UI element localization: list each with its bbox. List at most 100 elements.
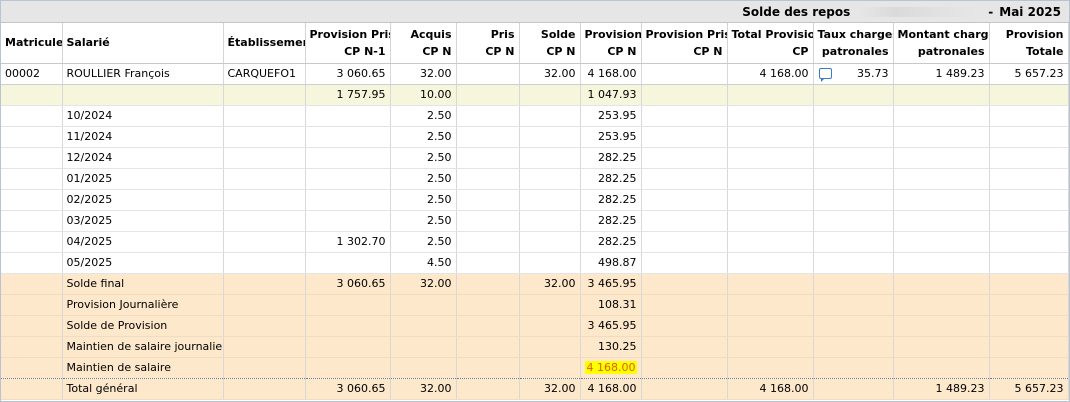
- cell-provision: 4 168.00: [580, 356, 642, 379]
- title-separator: -: [988, 4, 994, 19]
- col-header-prov-prise-n1[interactable]: Provision PriseCP N-1: [305, 23, 391, 64]
- cell-acquis: 2.50: [390, 189, 457, 211]
- col-header-taux-charges[interactable]: Taux charges patronales: [813, 23, 894, 64]
- highlighted-value: 4 168.00: [584, 361, 638, 374]
- month-row[interactable]: 03/2025 2.50 282.25: [1, 210, 1069, 232]
- report-period: Mai 2025: [999, 4, 1061, 19]
- comment-icon[interactable]: [818, 68, 832, 82]
- row-label: Provision Journalière: [62, 294, 224, 316]
- row-label: Solde final: [62, 273, 224, 295]
- cell-montant-charges: 1 489.23: [893, 63, 990, 85]
- month-row[interactable]: 11/2024 2.50 253.95: [1, 126, 1069, 148]
- cell-acquis: 2.50: [390, 126, 457, 148]
- cell-month: 11/2024: [62, 126, 224, 148]
- solde-final-row[interactable]: Solde final 3 060.65 32.00 32.00 3 465.9…: [1, 273, 1069, 295]
- cell-taux-charges: 35.73: [813, 63, 894, 85]
- cell-month: 04/2025: [62, 231, 224, 253]
- cell-acquis: 32.00: [390, 273, 457, 295]
- cell-provision: 282.25: [580, 189, 642, 211]
- cell-provision: 282.25: [580, 168, 642, 190]
- col-header-acquis[interactable]: Acquis CP N: [390, 23, 457, 64]
- cell-acquis: 32.00: [390, 63, 457, 85]
- cell-provision: 4 168.00: [580, 63, 642, 85]
- cell-prov-prise-n1: 3 060.65: [305, 63, 391, 85]
- cell-prov-prise-n1: 1 757.95: [305, 84, 391, 106]
- cell-acquis: 2.50: [390, 168, 457, 190]
- cell-prov-prise-n1: 3 060.65: [305, 273, 391, 295]
- cell-solde: 32.00: [519, 273, 581, 295]
- month-row[interactable]: 01/2025 2.50 282.25: [1, 168, 1069, 190]
- monthly-rows: 10/2024 2.50 253.95 11/2024 2.50 253.95 12/202…: [1, 105, 1069, 274]
- col-header-prov-prise-n[interactable]: Provision PriseCP N: [641, 23, 728, 64]
- col-header-provision[interactable]: Provision CP N: [580, 23, 642, 64]
- cell-prov-prise-n1: [305, 147, 391, 169]
- col-header-pris[interactable]: Pris CP N: [456, 23, 520, 64]
- report-table: Matricule Salarié Établissement Provisio…: [1, 23, 1069, 400]
- carryover-row[interactable]: 1 757.95 10.00 1 047.93: [1, 84, 1069, 106]
- cell-provision: 108.31: [580, 294, 642, 316]
- cell-solde: 32.00: [519, 378, 581, 400]
- row-label: Maintien de salaire journalier: [62, 336, 224, 358]
- cell-acquis: 2.50: [390, 105, 457, 127]
- cell-month: 12/2024: [62, 147, 224, 169]
- cell-month: 10/2024: [62, 105, 224, 127]
- month-row[interactable]: 02/2025 2.50 282.25: [1, 189, 1069, 211]
- cell-pris: [456, 63, 520, 85]
- cell-etablissement: CARQUEFO1: [223, 63, 306, 85]
- cell-acquis: 32.00: [390, 378, 457, 400]
- cell-prov-prise-n1: [305, 210, 391, 232]
- cell-provision: 253.95: [580, 105, 642, 127]
- cell-provision: 4 168.00: [580, 378, 642, 400]
- cell-prov-prise-n1: 1 302.70: [305, 231, 391, 253]
- provision-journaliere-row[interactable]: Provision Journalière 108.31: [1, 294, 1069, 316]
- cell-acquis: 2.50: [390, 231, 457, 253]
- col-header-salarie[interactable]: Salarié: [62, 23, 224, 64]
- report-title-bar: Solde des repos - Mai 2025: [1, 1, 1069, 23]
- cell-prov-prise-n1: [305, 105, 391, 127]
- cell-acquis: 2.50: [390, 147, 457, 169]
- cell-prov-prise-n: [641, 63, 728, 85]
- cell-prov-prise-n1: [305, 168, 391, 190]
- total-general-row[interactable]: Total général 3 060.65 32.00 32.00 4 168…: [1, 378, 1069, 400]
- cell-prov-prise-n1: [305, 126, 391, 148]
- cell-month: 03/2025: [62, 210, 224, 232]
- cell-acquis: 4.50: [390, 252, 457, 274]
- maintien-salaire-row[interactable]: Maintien de salaire 4 168.00: [1, 356, 1069, 379]
- cell-provision-totale: 5 657.23: [989, 378, 1069, 400]
- cell-montant-charges: 1 489.23: [893, 378, 990, 400]
- blurred-employer-name: [860, 6, 979, 17]
- month-row[interactable]: 10/2024 2.50 253.95: [1, 105, 1069, 127]
- cell-prov-prise-n1: [305, 252, 391, 274]
- cell-salarie: ROULLIER François: [62, 63, 224, 85]
- cell-provision: 130.25: [580, 336, 642, 358]
- cell-provision: 498.87: [580, 252, 642, 274]
- cell-provision: 282.25: [580, 231, 642, 253]
- cell-solde: 32.00: [519, 63, 581, 85]
- cell-total-provision: 4 168.00: [727, 63, 814, 85]
- cell-provision: 282.25: [580, 210, 642, 232]
- col-header-solde[interactable]: Solde CP N: [519, 23, 581, 64]
- col-header-matricule[interactable]: Matricule: [1, 23, 63, 64]
- cell-acquis: 2.50: [390, 210, 457, 232]
- cell-provision: 3 465.95: [580, 273, 642, 295]
- month-row[interactable]: 12/2024 2.50 282.25: [1, 147, 1069, 169]
- col-header-provision-totale[interactable]: Provision Totale: [989, 23, 1069, 64]
- report-title: Solde des repos: [742, 4, 851, 19]
- cell-prov-prise-n1: 3 060.65: [305, 378, 391, 400]
- cell-acquis: 10.00: [390, 84, 457, 106]
- cell-provision: 3 465.95: [580, 315, 642, 337]
- col-header-etablissement[interactable]: Établissement: [223, 23, 306, 64]
- cell-total-provision: 4 168.00: [727, 378, 814, 400]
- maintien-journalier-row[interactable]: Maintien de salaire journalier 130.25: [1, 336, 1069, 358]
- employee-row[interactable]: 00002 ROULLIER François CARQUEFO1 3 060.…: [1, 63, 1069, 85]
- solde-provision-row[interactable]: Solde de Provision 3 465.95: [1, 315, 1069, 337]
- cell-month: 02/2025: [62, 189, 224, 211]
- month-row[interactable]: 04/2025 1 302.70 2.50 282.25: [1, 231, 1069, 253]
- header-row: Matricule Salarié Établissement Provisio…: [1, 23, 1069, 64]
- month-row[interactable]: 05/2025 4.50 498.87: [1, 252, 1069, 274]
- cell-provision: 282.25: [580, 147, 642, 169]
- cell-provision-totale: 5 657.23: [989, 63, 1069, 85]
- cell-month: 01/2025: [62, 168, 224, 190]
